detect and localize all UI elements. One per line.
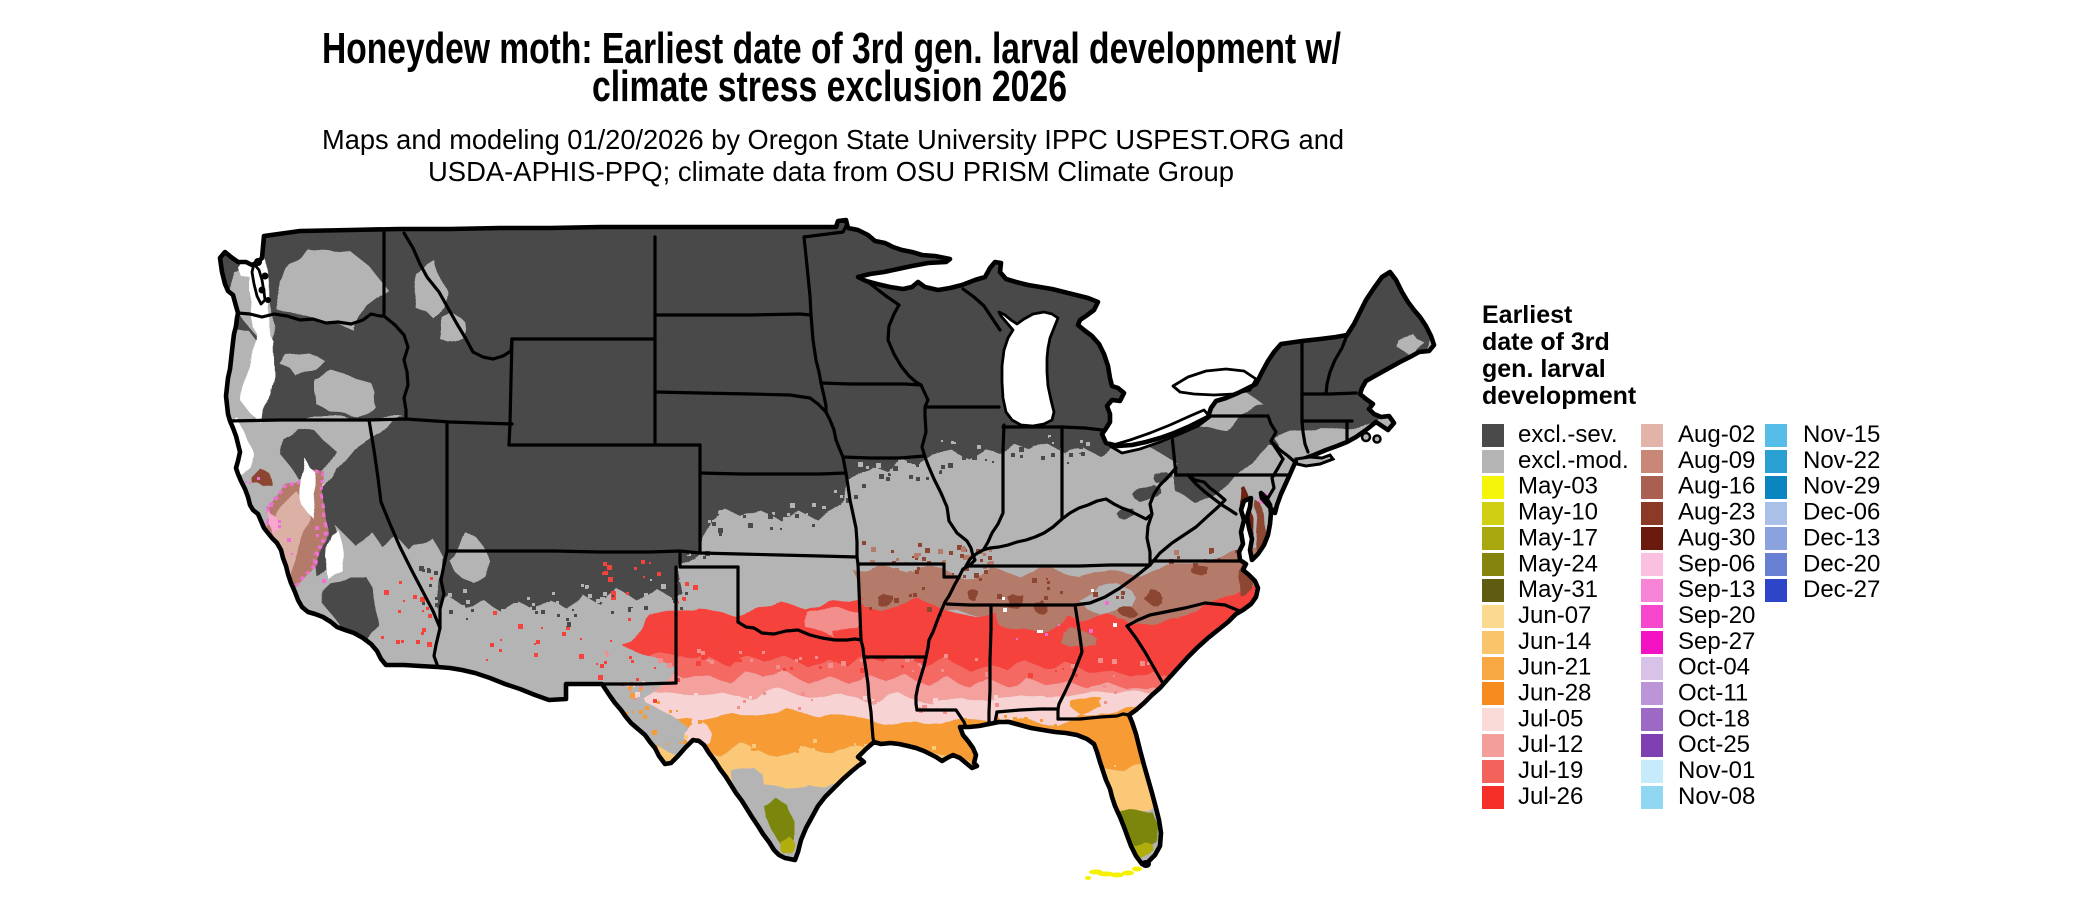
svg-text:Sep-20: Sep-20 [1678,602,1755,629]
svg-text:Nov-22: Nov-22 [1803,447,1880,474]
svg-text:Aug-23: Aug-23 [1678,499,1755,526]
svg-text:Jun-21: Jun-21 [1518,654,1591,681]
svg-text:May-24: May-24 [1518,550,1598,577]
svg-text:Sep-13: Sep-13 [1678,576,1755,603]
svg-text:Nov-29: Nov-29 [1803,473,1880,500]
svg-text:Aug-16: Aug-16 [1678,473,1755,500]
svg-text:Dec-27: Dec-27 [1803,576,1880,603]
svg-text:Jul-12: Jul-12 [1518,731,1583,758]
svg-text:Honeydew moth: Earliest date o: Honeydew moth: Earliest date of 3rd gen.… [322,24,1341,73]
svg-text:Jul-26: Jul-26 [1518,783,1583,810]
svg-text:Dec-13: Dec-13 [1803,524,1880,551]
svg-text:Oct-11: Oct-11 [1678,680,1748,707]
svg-text:excl.-mod.: excl.-mod. [1518,447,1629,474]
svg-text:development: development [1482,382,1637,410]
svg-text:Oct-04: Oct-04 [1678,654,1750,681]
svg-text:Sep-06: Sep-06 [1678,550,1755,577]
svg-text:Oct-18: Oct-18 [1678,705,1750,732]
svg-text:Jun-07: Jun-07 [1518,602,1591,629]
svg-text:Nov-01: Nov-01 [1678,757,1755,784]
svg-text:excl.-sev.: excl.-sev. [1518,421,1618,448]
svg-text:Maps and modeling 01/20/2026 b: Maps and modeling 01/20/2026 by Oregon S… [322,124,1344,155]
svg-text:Jun-28: Jun-28 [1518,680,1591,707]
svg-text:USDA-APHIS-PPQ; climate data f: USDA-APHIS-PPQ; climate data from OSU PR… [428,156,1234,187]
svg-text:Dec-20: Dec-20 [1803,550,1880,577]
svg-text:climate stress exclusion 2026: climate stress exclusion 2026 [592,62,1067,111]
svg-text:May-17: May-17 [1518,524,1598,551]
svg-text:Dec-06: Dec-06 [1803,499,1880,526]
svg-text:Oct-25: Oct-25 [1678,731,1750,758]
svg-text:May-31: May-31 [1518,576,1598,603]
svg-text:Jun-14: Jun-14 [1518,628,1591,655]
svg-text:Nov-15: Nov-15 [1803,421,1880,448]
svg-text:Sep-27: Sep-27 [1678,628,1755,655]
svg-text:May-03: May-03 [1518,473,1598,500]
svg-text:May-10: May-10 [1518,499,1598,526]
svg-text:Nov-08: Nov-08 [1678,783,1755,810]
svg-text:Aug-09: Aug-09 [1678,447,1755,474]
svg-text:Jul-19: Jul-19 [1518,757,1583,784]
svg-text:Earliest: Earliest [1482,301,1573,329]
svg-text:Aug-02: Aug-02 [1678,421,1755,448]
svg-text:date of 3rd: date of 3rd [1482,328,1610,356]
svg-text:Jul-05: Jul-05 [1518,705,1583,732]
svg-text:Aug-30: Aug-30 [1678,524,1755,551]
svg-text:gen. larval: gen. larval [1482,355,1606,383]
